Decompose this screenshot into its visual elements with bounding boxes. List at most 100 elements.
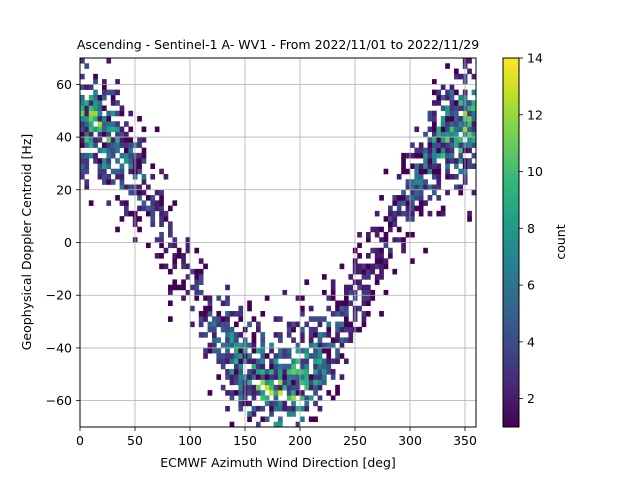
heatmap-cell [198, 279, 204, 285]
heatmap-cell [471, 131, 477, 138]
heatmap-cell [159, 168, 164, 175]
heatmap-cell [317, 374, 323, 380]
heatmap-cell [339, 311, 345, 317]
heatmap-cell [427, 137, 433, 143]
heatmap-cell [269, 363, 274, 370]
heatmap-cell [247, 358, 252, 365]
heatmap-cell [308, 416, 314, 423]
heatmap-cell [427, 195, 433, 201]
heatmap-cell [344, 305, 349, 312]
heatmap-cell [374, 226, 380, 233]
heatmap-cell [229, 374, 235, 380]
heatmap-cell [119, 173, 125, 180]
heatmap-cell [238, 358, 244, 365]
heatmap-cell [97, 121, 103, 127]
heatmap-cell [93, 158, 98, 164]
heatmap-cell [432, 173, 437, 180]
heatmap-cell [207, 311, 213, 317]
heatmap-cell [423, 158, 428, 164]
heatmap-cell [286, 347, 292, 354]
heatmap-cell [322, 316, 327, 322]
heatmap-cell [168, 284, 173, 291]
heatmap-cell [392, 221, 398, 227]
heatmap-cell [181, 295, 186, 301]
heatmap-cell [264, 295, 270, 301]
heatmap-cell [106, 147, 112, 154]
heatmap-cell [317, 316, 323, 322]
heatmap-cell [256, 347, 261, 354]
heatmap-cell [286, 390, 292, 396]
heatmap-cell [410, 163, 415, 169]
heatmap-cell [124, 200, 129, 206]
heatmap-cell [251, 337, 257, 343]
heatmap-cell [278, 384, 283, 391]
heatmap-cell [410, 184, 415, 191]
heatmap-cell [449, 152, 455, 159]
heatmap-cell [247, 369, 252, 375]
heatmap-cell [432, 131, 437, 138]
heatmap-cell [330, 358, 336, 365]
heatmap-cell [159, 200, 164, 206]
heatmap-cell [102, 84, 107, 90]
heatmap-cell [119, 184, 125, 191]
heatmap-cell [106, 173, 112, 180]
heatmap-cell [339, 337, 345, 343]
colorbar-tick-label: 6 [527, 278, 535, 293]
heatmap-cell [335, 358, 340, 365]
heatmap-cell [339, 326, 345, 333]
heatmap-cell [458, 94, 464, 101]
heatmap-cell [471, 163, 477, 169]
heatmap-cell [141, 179, 147, 185]
heatmap-cell [150, 173, 156, 180]
heatmap-cell [260, 347, 266, 354]
heatmap-cell [282, 384, 288, 391]
heatmap-cell [361, 311, 367, 317]
heatmap-cell [115, 110, 120, 117]
heatmap-cell [467, 115, 472, 122]
heatmap-cell [106, 163, 112, 169]
heatmap-cell [185, 247, 191, 254]
heatmap-cell [80, 168, 85, 175]
heatmap-cell [370, 295, 376, 301]
heatmap-cell [247, 305, 252, 312]
heatmap-cell [260, 369, 266, 375]
heatmap-cell [291, 321, 296, 328]
heatmap-cell [212, 326, 217, 333]
heatmap-cell [300, 332, 305, 338]
heatmap-cell [322, 358, 327, 365]
heatmap-cell [374, 263, 380, 270]
heatmap-cell [80, 110, 85, 117]
heatmap-cell [110, 137, 116, 143]
colorbar [502, 57, 520, 428]
heatmap-cell [269, 390, 274, 396]
heatmap-cell [449, 173, 455, 180]
heatmap-cell [260, 395, 266, 401]
heatmap-cell [229, 390, 235, 396]
y-axis-ticks: −60 −40 −20 0 20 40 60 [46, 77, 80, 408]
heatmap-cell [427, 168, 433, 175]
heatmap-cell [185, 289, 191, 296]
heatmap-cell [88, 137, 94, 143]
heatmap-cell [229, 395, 235, 401]
heatmap-cell [449, 158, 455, 164]
heatmap-cell [106, 58, 112, 64]
heatmap-cell [251, 363, 257, 370]
heatmap-cell [234, 332, 239, 338]
heatmap-cell [128, 158, 134, 164]
heatmap-cell [291, 411, 296, 417]
heatmap-cell [414, 147, 420, 154]
heatmap-cell [335, 353, 340, 359]
heatmap-cell [401, 247, 406, 254]
heatmap-cell [432, 126, 437, 133]
heatmap-cell [207, 321, 213, 328]
heatmap-cell [344, 321, 349, 328]
heatmap-cell [106, 152, 112, 159]
heatmap-cell [238, 332, 244, 338]
heatmap-cell [392, 268, 398, 275]
heatmap-cell [379, 263, 384, 270]
heatmap-cell [361, 321, 367, 328]
heatmap-cell [291, 384, 296, 391]
heatmap-cell [97, 168, 103, 175]
heatmap-cell [313, 353, 318, 359]
heatmap-cell [251, 395, 257, 401]
